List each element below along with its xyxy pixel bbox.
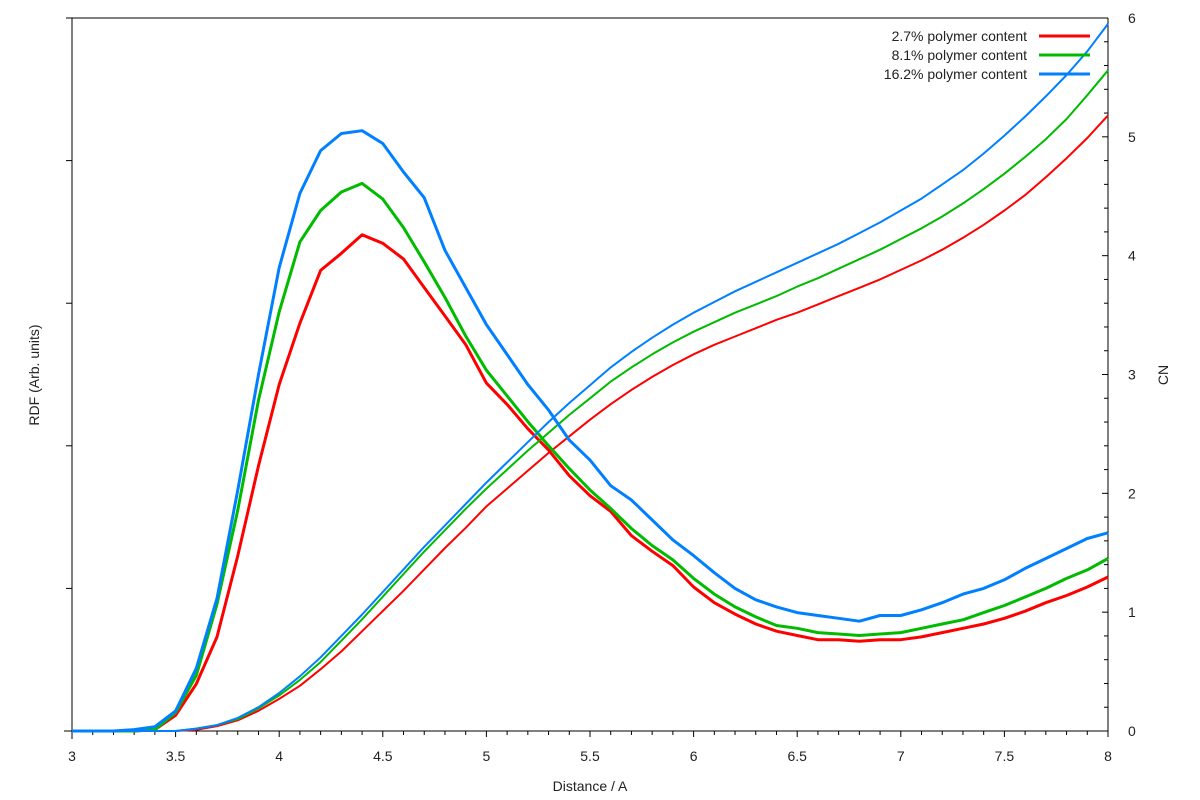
y-right-tick-label: 3 xyxy=(1128,367,1136,383)
x-tick-label: 7.5 xyxy=(995,748,1015,764)
legend: 2.7% polymer content 8.1% polymer content… xyxy=(884,28,1090,82)
y-right-tick-label: 5 xyxy=(1128,129,1136,145)
x-tick-label: 3 xyxy=(68,748,76,764)
x-tick-label: 8 xyxy=(1104,748,1112,764)
rdf-line-series-2 xyxy=(72,181,1109,733)
rdf-line-series-3 xyxy=(72,129,1109,733)
y-right-tick-label: 4 xyxy=(1128,248,1136,264)
legend-label: 16.2% polymer content xyxy=(884,66,1027,82)
x-tick-label: 6 xyxy=(690,748,698,764)
x-tick-label: 5 xyxy=(483,748,491,764)
y-right-tick-label: 1 xyxy=(1128,604,1136,620)
cn-line-series-1 xyxy=(72,114,1109,732)
series-lines xyxy=(72,23,1109,733)
cn-line-series-3 xyxy=(72,23,1109,732)
x-axis-label: Distance / A xyxy=(553,778,628,794)
axes: 0 1 2 3 4 5 6 3 3.5 4 4.5 5 5.5 6 6.5 7 7.5 8 xyxy=(64,10,1136,764)
x-tick-label: 4 xyxy=(275,748,283,764)
legend-label: 2.7% polymer content xyxy=(892,28,1028,44)
y-right-tick-label: 0 xyxy=(1128,723,1136,739)
x-tick-label: 4.5 xyxy=(373,748,393,764)
y-right-tick-label: 6 xyxy=(1128,10,1136,26)
y-right-tick-label: 2 xyxy=(1128,485,1136,501)
x-tick-label: 3.5 xyxy=(166,748,186,764)
cn-line-series-2 xyxy=(72,69,1109,732)
y-axis-right-label: CN xyxy=(1155,365,1171,385)
y-axis-left-label: RDF (Arb. units) xyxy=(26,324,42,425)
x-tick-label: 7 xyxy=(897,748,905,764)
x-tick-label: 5.5 xyxy=(580,748,600,764)
x-tick-label: 6.5 xyxy=(787,748,807,764)
rdf-line-series-1 xyxy=(72,233,1109,733)
legend-label: 8.1% polymer content xyxy=(892,47,1028,63)
